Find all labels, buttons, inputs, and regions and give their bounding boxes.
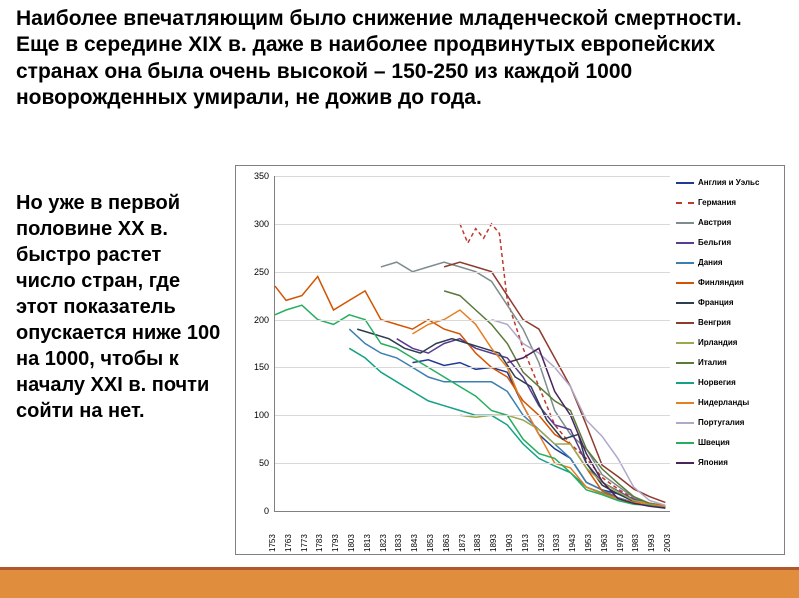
legend-label: Швеция [698,439,730,448]
legend-swatch [676,462,694,464]
legend-swatch [676,302,694,304]
legend-swatch [676,262,694,264]
legend-label: Бельгия [698,239,731,248]
xtick-label: 1763 [284,522,293,552]
xtick-label: 1933 [552,522,561,552]
xtick-label: 1993 [647,522,656,552]
gridline [275,320,670,321]
legend-item: Португалия [676,416,781,430]
legend-label: Франция [698,299,734,308]
xtick-label: 1903 [505,522,514,552]
legend-label: Австрия [698,219,731,228]
legend-item: Венгрия [676,316,781,330]
legend-label: Нидерланды [698,399,749,408]
legend-item: Ирландия [676,336,781,350]
legend-item: Германия [676,196,781,210]
ytick-label: 300 [241,219,269,229]
xtick-label: 1873 [458,522,467,552]
legend-item: Бельгия [676,236,781,250]
footer-bar [0,570,799,598]
ytick-label: 200 [241,315,269,325]
legend-label: Португалия [698,419,744,428]
xtick-label: 1883 [473,522,482,552]
xtick-label: 1793 [331,522,340,552]
ytick-label: 150 [241,362,269,372]
ytick-label: 0 [241,506,269,516]
chart-container: Англия и Уэльс Германия Австрия Бельгия Дани… [235,165,785,555]
xtick-label: 1943 [568,522,577,552]
legend-swatch [676,222,694,224]
xtick-label: 1963 [600,522,609,552]
legend: Англия и Уэльс Германия Австрия Бельгия Дани… [676,176,781,476]
legend-item: Япония [676,456,781,470]
ytick-label: 250 [241,267,269,277]
legend-item: Франция [676,296,781,310]
xtick-label: 1853 [426,522,435,552]
legend-label: Венгрия [698,319,731,328]
xtick-label: 1923 [537,522,546,552]
legend-item: Австрия [676,216,781,230]
series-line [381,262,665,506]
xtick-label: 2003 [663,522,672,552]
legend-swatch [676,202,694,204]
ytick-label: 350 [241,171,269,181]
gridline [275,272,670,273]
legend-label: Италия [698,359,727,368]
legend-label: Япония [698,459,728,468]
legend-swatch [676,382,694,384]
xtick-label: 1893 [489,522,498,552]
xtick-label: 1973 [616,522,625,552]
xtick-label: 1983 [631,522,640,552]
gridline [275,463,670,464]
legend-label: Германия [698,199,736,208]
xtick-label: 1813 [363,522,372,552]
chart-lines [275,176,670,511]
series-line [507,348,665,508]
legend-swatch [676,362,694,364]
series-line [349,329,665,506]
legend-swatch [676,422,694,424]
gridline [275,224,670,225]
gridline [275,367,670,368]
legend-swatch [676,282,694,284]
gridline [275,415,670,416]
series-line [357,329,665,507]
legend-label: Дания [698,259,723,268]
legend-swatch [676,442,694,444]
legend-item: Дания [676,256,781,270]
ytick-label: 100 [241,410,269,420]
legend-swatch [676,322,694,324]
legend-item: Швеция [676,436,781,450]
legend-label: Финляндия [698,279,744,288]
side-paragraph: Но уже в первой половине XX в. быстро ра… [16,190,226,424]
page: Наиболее впечатляющим было снижение млад… [0,0,799,598]
ytick-label: 50 [241,458,269,468]
legend-label: Ирландия [698,339,737,348]
legend-swatch [676,402,694,404]
legend-label: Норвегия [698,379,736,388]
xtick-label: 1913 [521,522,530,552]
xtick-label: 1823 [379,522,388,552]
xtick-label: 1803 [347,522,356,552]
xtick-label: 1773 [300,522,309,552]
legend-swatch [676,182,694,184]
xtick-label: 1753 [268,522,277,552]
legend-label: Англия и Уэльс [698,179,759,188]
xtick-label: 1833 [394,522,403,552]
legend-item: Норвегия [676,376,781,390]
xtick-label: 1843 [410,522,419,552]
xtick-label: 1863 [442,522,451,552]
xtick-label: 1953 [584,522,593,552]
xtick-label: 1783 [315,522,324,552]
legend-swatch [676,342,694,344]
legend-swatch [676,242,694,244]
legend-item: Финляндия [676,276,781,290]
heading-paragraph: Наиболее впечатляющим было снижение млад… [16,6,776,111]
legend-item: Англия и Уэльс [676,176,781,190]
legend-item: Нидерланды [676,396,781,410]
gridline [275,176,670,177]
series-line [460,415,665,505]
legend-item: Италия [676,356,781,370]
plot-area [274,176,670,512]
